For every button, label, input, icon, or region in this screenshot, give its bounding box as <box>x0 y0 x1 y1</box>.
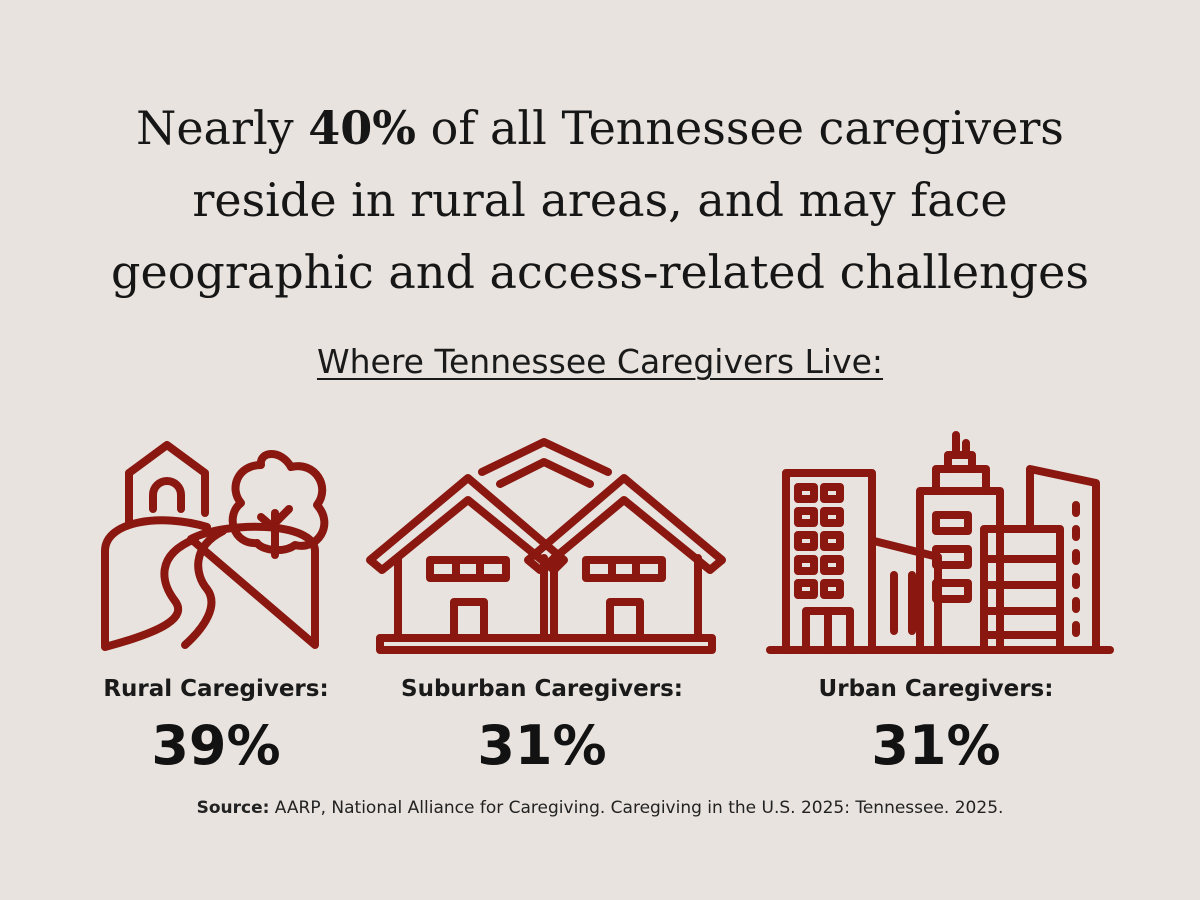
suburban-percentage: 31% <box>477 714 607 777</box>
suburban-label: Suburban Caregivers: <box>401 676 683 702</box>
suburban-houses-icon <box>366 438 726 654</box>
city-buildings-icon <box>766 431 1114 654</box>
rural-percentage: 39% <box>151 714 281 777</box>
headline-post: of all Tennessee caregivers <box>416 101 1064 155</box>
headline-line-1: Nearly 40% of all Tennessee caregivers <box>40 92 1160 164</box>
headline-emphasis: 40% <box>308 101 417 155</box>
section-subheading: Where Tennessee Caregivers Live: <box>316 342 884 381</box>
urban-percentage: 31% <box>871 714 1001 777</box>
source-text: AARP, National Alliance for Caregiving. … <box>269 798 1004 818</box>
source-citation: Source: AARP, National Alliance for Care… <box>0 798 1200 818</box>
rural-label: Rural Caregivers: <box>103 676 329 702</box>
headline: Nearly 40% of all Tennessee caregivers r… <box>40 92 1160 308</box>
headline-pre: Nearly <box>136 101 309 155</box>
rural-landscape-icon <box>101 441 329 651</box>
source-label: Source: <box>196 798 270 818</box>
headline-line-2: reside in rural areas, and may face <box>192 173 1008 227</box>
urban-label: Urban Caregivers: <box>818 676 1054 702</box>
headline-line-3: geographic and access-related challenges <box>111 245 1089 299</box>
